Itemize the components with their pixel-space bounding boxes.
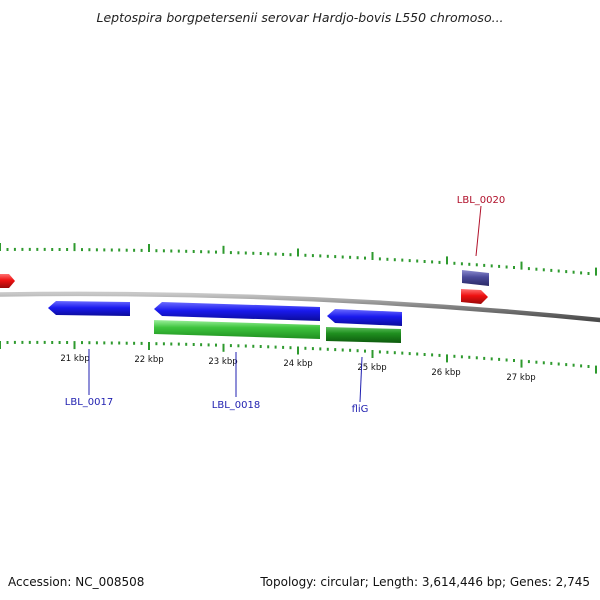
gene-label-fliG[interactable]: fliG <box>352 404 369 415</box>
scale-label-26: 26 kbp <box>431 368 460 378</box>
leader-LBL_0020 <box>475 205 482 257</box>
gene-leaders <box>88 205 482 403</box>
rna-feature-left[interactable] <box>0 274 15 288</box>
scale-label-24: 24 kbp <box>283 359 312 369</box>
scale-label-25: 25 kbp <box>357 363 386 373</box>
scale-label-21: 21 kbp <box>60 354 89 364</box>
rna-feature-LBL_0020[interactable] <box>462 270 489 286</box>
outer-tick-ring <box>0 243 597 276</box>
cds-fliG[interactable] <box>326 327 401 343</box>
cds-LBL_0018[interactable] <box>154 320 320 339</box>
scale-label-22: 22 kbp <box>134 355 163 365</box>
leader-fliG <box>359 356 363 403</box>
scale-label-27: 27 kbp <box>506 373 535 383</box>
gene-fliG-upper[interactable] <box>327 309 402 326</box>
topology-summary: Topology: circular; Length: 3,614,446 bp… <box>259 575 590 589</box>
scale-label-23: 23 kbp <box>208 357 237 367</box>
chromosome-backbone <box>0 291 600 323</box>
gene-label-LBL_0020[interactable]: LBL_0020 <box>457 195 505 206</box>
map-title: Leptospira borgpetersenii serovar Hardjo… <box>96 10 503 25</box>
gene-label-LBL_0018[interactable]: LBL_0018 <box>212 400 260 411</box>
gene-LBL_0018-upper[interactable] <box>154 302 320 321</box>
inner-tick-ring <box>0 340 597 374</box>
rna-arrow-LBL_0020[interactable] <box>461 289 488 304</box>
gene-LBL_0017[interactable] <box>48 301 130 316</box>
gene-label-LBL_0017[interactable]: LBL_0017 <box>65 397 113 408</box>
accession-text: Accession: NC_008508 <box>8 575 144 589</box>
scale-labels: 21 kbp 22 kbp 23 kbp 24 kbp 25 kbp 26 kb… <box>60 354 535 383</box>
